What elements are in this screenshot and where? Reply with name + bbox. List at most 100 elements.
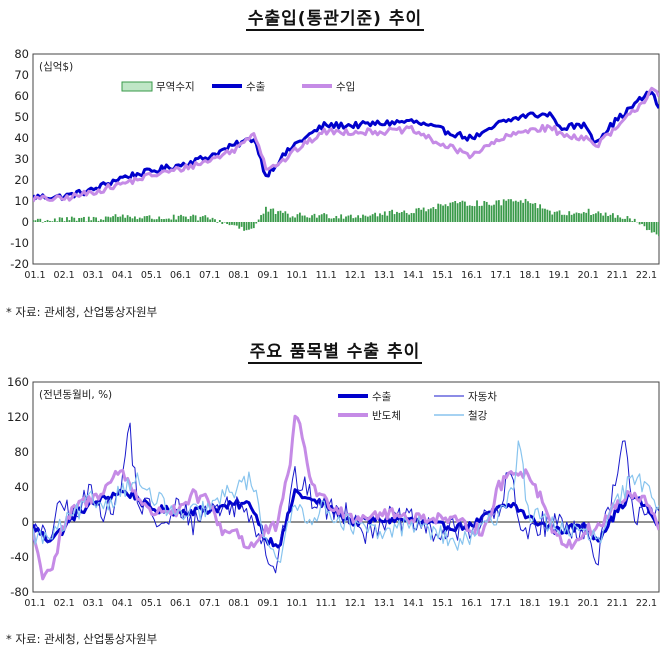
balance-bar <box>294 217 296 222</box>
balance-bar <box>497 200 500 222</box>
balance-bar <box>100 219 102 222</box>
balance-bar <box>607 215 609 222</box>
balance-bar <box>245 222 248 231</box>
balance-bar <box>180 214 182 222</box>
plot-area <box>33 86 659 237</box>
balance-bar <box>189 216 192 222</box>
x-tick-label: 14.1 <box>403 598 424 609</box>
balance-bar <box>655 222 658 235</box>
balance-bar <box>167 218 170 222</box>
balance-bar <box>218 220 221 222</box>
balance-bar <box>488 204 491 222</box>
balance-bar <box>558 210 561 222</box>
y-tick-label: 120 <box>7 410 29 424</box>
x-tick-label: 12.1 <box>345 270 366 281</box>
unit-label: (전년동월비, %) <box>39 389 112 401</box>
x-tick-label: 04.1 <box>112 270 133 281</box>
x-tick-label: 16.1 <box>461 270 482 281</box>
balance-bar <box>257 219 260 222</box>
balance-bar <box>434 209 437 222</box>
balance-bar <box>136 219 139 222</box>
balance-bar <box>49 220 51 222</box>
balance-bar <box>92 216 95 222</box>
balance-bar <box>599 213 602 222</box>
x-tick-label: 04.1 <box>112 598 133 609</box>
balance-bar <box>51 221 54 222</box>
y-tick-label: 0 <box>22 215 29 229</box>
balance-bar <box>561 214 563 222</box>
balance-bar <box>231 222 233 225</box>
balance-bar <box>527 201 529 222</box>
balance-bar <box>449 202 452 222</box>
balance-bar <box>34 220 37 222</box>
balance-bar <box>250 222 253 229</box>
x-tick-label: 17.1 <box>490 598 511 609</box>
balance-bar <box>197 220 199 222</box>
balance-bar <box>158 216 161 222</box>
balance-bar <box>274 213 277 222</box>
balance-bar <box>374 212 377 222</box>
x-tick-label: 18.1 <box>519 270 540 281</box>
balance-bar <box>432 207 435 222</box>
balance-bar <box>211 217 214 222</box>
balance-bar <box>262 213 265 222</box>
x-tick-label: 19.1 <box>549 270 570 281</box>
balance-bar <box>645 222 648 231</box>
balance-bar <box>311 215 313 222</box>
balance-bar <box>413 213 415 222</box>
plot-frame <box>32 381 660 593</box>
y-tick-label: -40 <box>10 550 29 564</box>
chart2-title: 주요 품목별 수출 추이 <box>247 342 423 364</box>
y-tick-label: 60 <box>14 89 29 103</box>
balance-bar <box>75 220 78 222</box>
balance-bar <box>507 199 510 222</box>
balance-bar <box>529 203 532 222</box>
balance-bar <box>226 222 229 224</box>
x-tick-label: 20.1 <box>578 270 599 281</box>
balance-bar <box>41 222 44 223</box>
balance-bar <box>578 213 580 222</box>
legend-swatch <box>121 81 153 92</box>
balance-bar <box>633 218 636 222</box>
y-tick-label: 10 <box>14 194 29 208</box>
balance-bar <box>425 211 427 222</box>
balance-bar <box>150 218 153 222</box>
balance-bar <box>519 200 522 222</box>
x-tick-label: 21.1 <box>607 270 628 281</box>
y-tick-label: 40 <box>14 480 29 494</box>
balance-bar <box>366 216 369 222</box>
balance-bar <box>396 211 398 222</box>
balance-bar <box>177 215 180 222</box>
balance-bar <box>272 208 275 222</box>
balance-bar <box>417 207 420 222</box>
balance-bar <box>216 222 219 223</box>
balance-bar <box>349 214 352 222</box>
balance-bar <box>495 200 498 222</box>
balance-bar <box>648 222 651 230</box>
balance-bar <box>493 204 495 222</box>
balance-bar <box>320 214 323 222</box>
balance-bar <box>403 210 406 222</box>
balance-bar <box>209 219 212 222</box>
balance-bar <box>83 216 85 222</box>
balance-bar <box>337 218 340 222</box>
balance-bar <box>590 215 592 222</box>
y-tick-label: 160 <box>7 375 29 389</box>
balance-bar <box>347 215 350 222</box>
balance-bar <box>61 217 64 222</box>
balance-bar <box>345 216 347 222</box>
balance-bar <box>376 216 379 222</box>
y-tick-label: 40 <box>14 131 29 145</box>
y-tick-label: 50 <box>14 110 29 124</box>
balance-bar <box>541 208 544 222</box>
x-tick-label: 14.1 <box>403 270 424 281</box>
balance-bar <box>138 217 141 222</box>
legend-label: 자동차 <box>468 391 497 403</box>
series-line-수입 <box>33 86 659 203</box>
balance-bar <box>386 215 389 222</box>
x-tick-label: 15.1 <box>432 270 453 281</box>
balance-bar <box>165 218 168 222</box>
y-tick-label: -20 <box>10 257 29 271</box>
balance-bar <box>563 214 566 222</box>
balance-bar <box>117 216 119 222</box>
